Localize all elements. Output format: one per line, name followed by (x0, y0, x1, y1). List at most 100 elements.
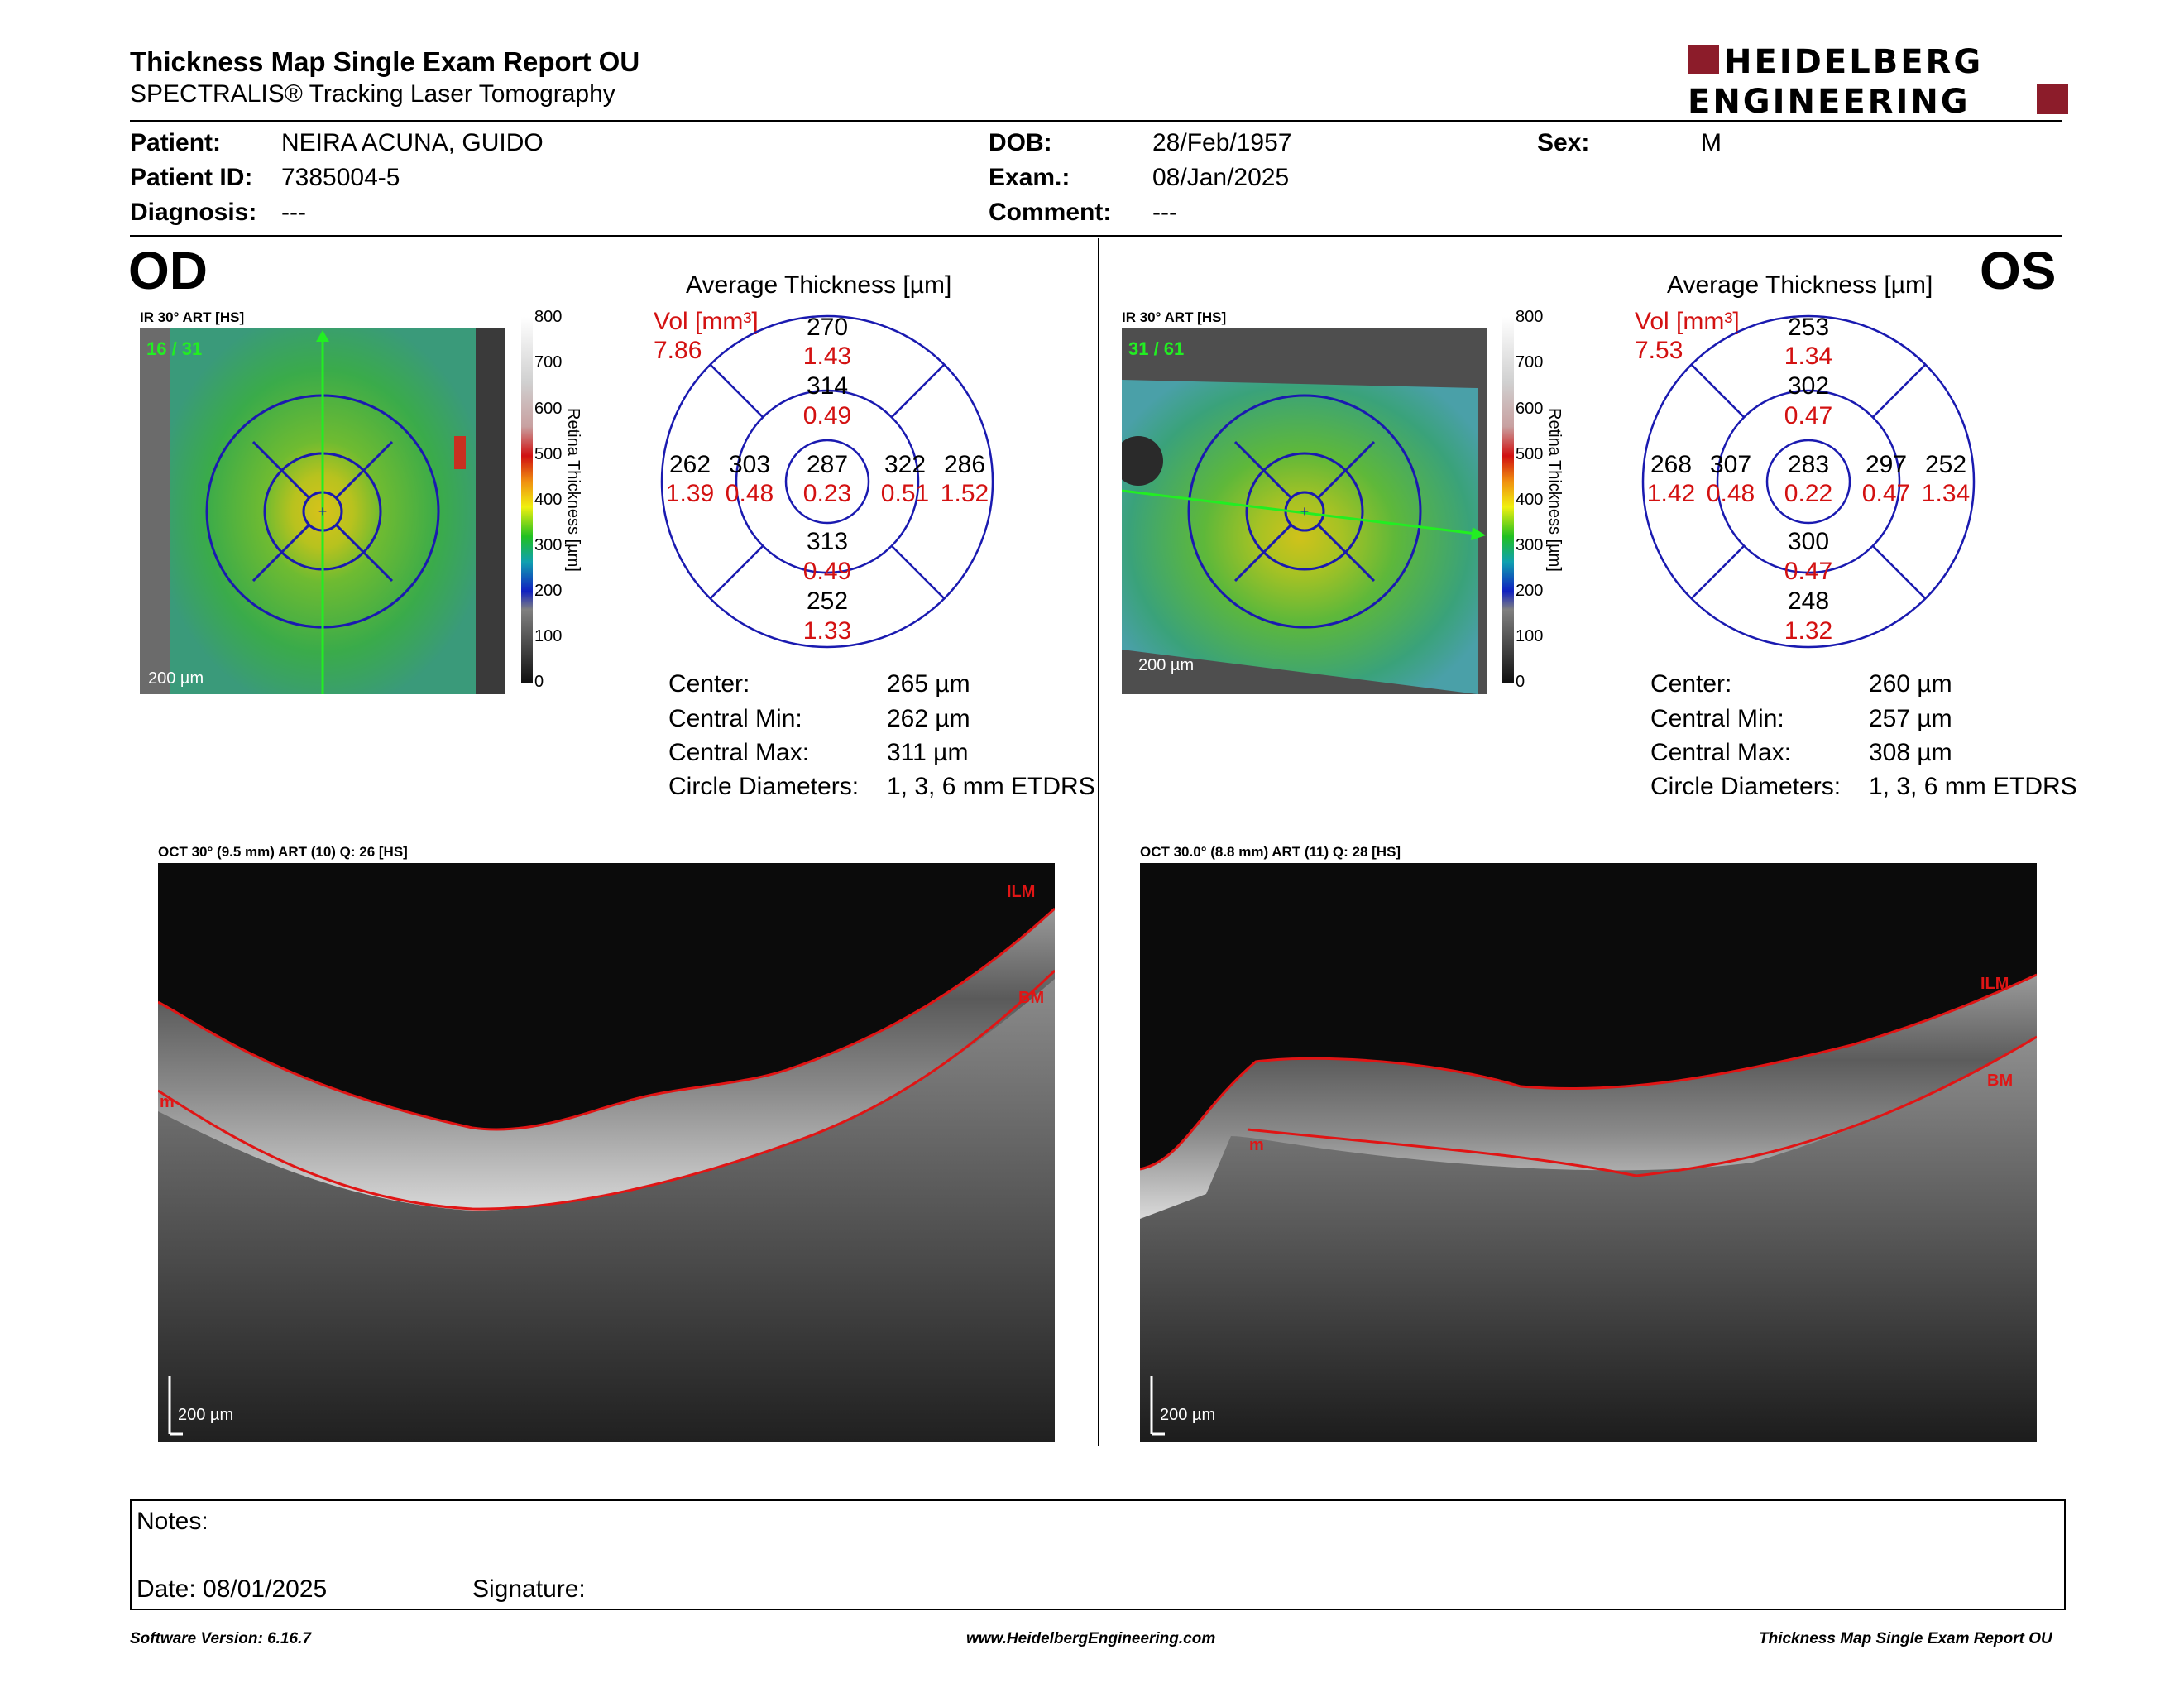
od-temporal-inner-volume: 0.51 (880, 480, 930, 507)
os-stat-value-diam: 1, 3, 6 mm ETDRS (1869, 773, 2077, 800)
os-stat-label-min: Central Min: (1650, 705, 1784, 732)
os-inf-inner-thickness: 300 (1787, 528, 1830, 555)
os-stat-value-max: 308 µm (1869, 739, 1952, 766)
od-stat-value-max: 311 µm (887, 739, 969, 766)
svg-text:HEIDELBERG: HEIDELBERG (1724, 45, 1983, 81)
os-nasal-outer-volume: 1.42 (1646, 480, 1696, 507)
od-sup-inner-volume: 0.49 (802, 402, 852, 429)
report-subtitle: SPECTRALIS® Tracking Laser Tomography (130, 80, 615, 108)
footer-website[interactable]: www.HeidelbergEngineering.com (966, 1630, 1216, 1647)
od-cbar-700: 700 (534, 353, 563, 372)
comment-value: --- (1152, 199, 1177, 226)
od-stat-value-min: 262 µm (887, 705, 970, 732)
os-cbar-500: 500 (1516, 445, 1544, 463)
svg-text:+: + (1300, 503, 1310, 520)
os-vol-total: 7.53 (1635, 337, 1684, 364)
os-ilm-label: ILM (1980, 975, 2009, 993)
patient-label: Patient: (130, 129, 222, 156)
od-center-thickness: 287 (806, 451, 849, 478)
os-oct-scale: 200 µm (1160, 1406, 1216, 1424)
os-nasal-inner-volume: 0.48 (1706, 480, 1755, 507)
od-cbar-200: 200 (534, 582, 563, 600)
os-stat-label-max: Central Max: (1650, 739, 1792, 766)
os-frame-index: 31 / 61 (1128, 338, 1185, 359)
sex-value: M (1701, 129, 1722, 156)
os-vol-label: Vol [mm³] (1635, 308, 1740, 335)
report-title: Thickness Map Single Exam Report OU (130, 46, 640, 77)
od-inf-outer-thickness: 252 (806, 587, 849, 615)
notes-signature: Signature: (472, 1575, 586, 1603)
patient-id-label: Patient ID: (130, 164, 253, 191)
os-oct-label: OCT 30.0° (8.8 mm) ART (11) Q: 28 [HS] (1140, 844, 1401, 860)
os-temporal-inner-volume: 0.47 (1861, 480, 1911, 507)
os-colorbar (1502, 317, 1514, 683)
diagnosis-label: Diagnosis: (130, 199, 257, 226)
od-nasal-inner-thickness: 303 (728, 451, 771, 478)
os-cbar-400: 400 (1516, 491, 1544, 509)
os-cbar-title: Retina Thickness [µm] (1545, 408, 1564, 572)
od-inf-inner-volume: 0.49 (802, 558, 852, 585)
exam-value: 08/Jan/2025 (1152, 164, 1290, 191)
os-inf-outer-volume: 1.32 (1784, 617, 1833, 645)
od-oct-bscan: ILM BM m 200 µm (158, 863, 1055, 1442)
dob-value: 28/Feb/1957 (1152, 129, 1292, 156)
os-stat-value-center: 260 µm (1869, 670, 1952, 698)
patient-rule (130, 235, 2062, 237)
os-sup-inner-thickness: 302 (1787, 372, 1830, 400)
os-cbar-800: 800 (1516, 308, 1544, 326)
os-cbar-200: 200 (1516, 582, 1544, 600)
od-stat-value-center: 265 µm (887, 670, 970, 698)
od-colorbar (521, 317, 533, 683)
os-cbar-700: 700 (1516, 353, 1544, 372)
od-m-label: m (160, 1093, 175, 1111)
od-cbar-600: 600 (534, 400, 563, 418)
os-cbar-100: 100 (1516, 627, 1544, 645)
dob-label: DOB: (989, 129, 1052, 156)
od-frame-index: 16 / 31 (146, 338, 203, 359)
header-rule (130, 120, 2062, 122)
notes-date: Date: 08/01/2025 (136, 1575, 328, 1603)
os-stat-label-diam: Circle Diameters: (1650, 773, 1842, 800)
od-oct-label: OCT 30° (9.5 mm) ART (10) Q: 26 [HS] (158, 844, 408, 860)
os-cbar-300: 300 (1516, 536, 1544, 554)
od-ir-label: IR 30° ART [HS] (140, 309, 245, 325)
od-oct-scale: 200 µm (178, 1406, 234, 1424)
od-temporal-inner-thickness: 322 (884, 451, 927, 478)
os-sup-outer-volume: 1.34 (1784, 343, 1833, 370)
od-cbar-0: 0 (534, 673, 544, 691)
os-sup-outer-thickness: 253 (1787, 314, 1830, 341)
od-inf-inner-thickness: 313 (806, 528, 849, 555)
footer-software: Software Version: 6.16.7 (130, 1630, 311, 1647)
os-m-label: m (1249, 1136, 1264, 1154)
od-stat-label-diam: Circle Diameters: (668, 773, 860, 800)
od-bm-label: BM (1018, 989, 1045, 1007)
os-nasal-outer-thickness: 268 (1650, 451, 1693, 478)
od-etdrs-grid (660, 314, 994, 649)
diagnosis-value: --- (281, 199, 306, 226)
os-center-volume: 0.22 (1784, 480, 1833, 507)
os-nasal-inner-thickness: 307 (1709, 451, 1752, 478)
heidelberg-logo: HEIDELBERG ENGINEERING (1688, 43, 2068, 121)
os-center-thickness: 283 (1787, 451, 1830, 478)
od-vol-total: 7.86 (654, 337, 702, 364)
os-avg-title: Average Thickness [µm] (1667, 271, 1933, 299)
os-oct-bscan: ILM BM m 200 µm (1140, 863, 2037, 1442)
notes-box: Notes: Date: 08/01/2025 Signature: (130, 1499, 2066, 1610)
od-nasal-outer-thickness: 262 (668, 451, 711, 478)
os-thickness-map: + 31 / 61 200 µm (1122, 328, 1487, 694)
od-sup-outer-volume: 1.43 (802, 343, 852, 370)
comment-label: Comment: (989, 199, 1112, 226)
od-sup-inner-thickness: 314 (806, 372, 849, 400)
os-inf-inner-volume: 0.47 (1784, 558, 1833, 585)
os-sup-inner-volume: 0.47 (1784, 402, 1833, 429)
od-stat-label-min: Central Min: (668, 705, 802, 732)
od-vol-label: Vol [mm³] (654, 308, 759, 335)
os-etdrs-grid (1641, 314, 1976, 649)
od-nasal-inner-volume: 0.48 (725, 480, 774, 507)
notes-label: Notes: (136, 1508, 208, 1535)
os-temporal-inner-thickness: 297 (1865, 451, 1908, 478)
od-avg-title: Average Thickness [µm] (686, 271, 952, 299)
od-cbar-500: 500 (534, 445, 563, 463)
svg-text:ENGINEERING: ENGINEERING (1688, 83, 1971, 116)
patient-id: 7385004-5 (281, 164, 400, 191)
